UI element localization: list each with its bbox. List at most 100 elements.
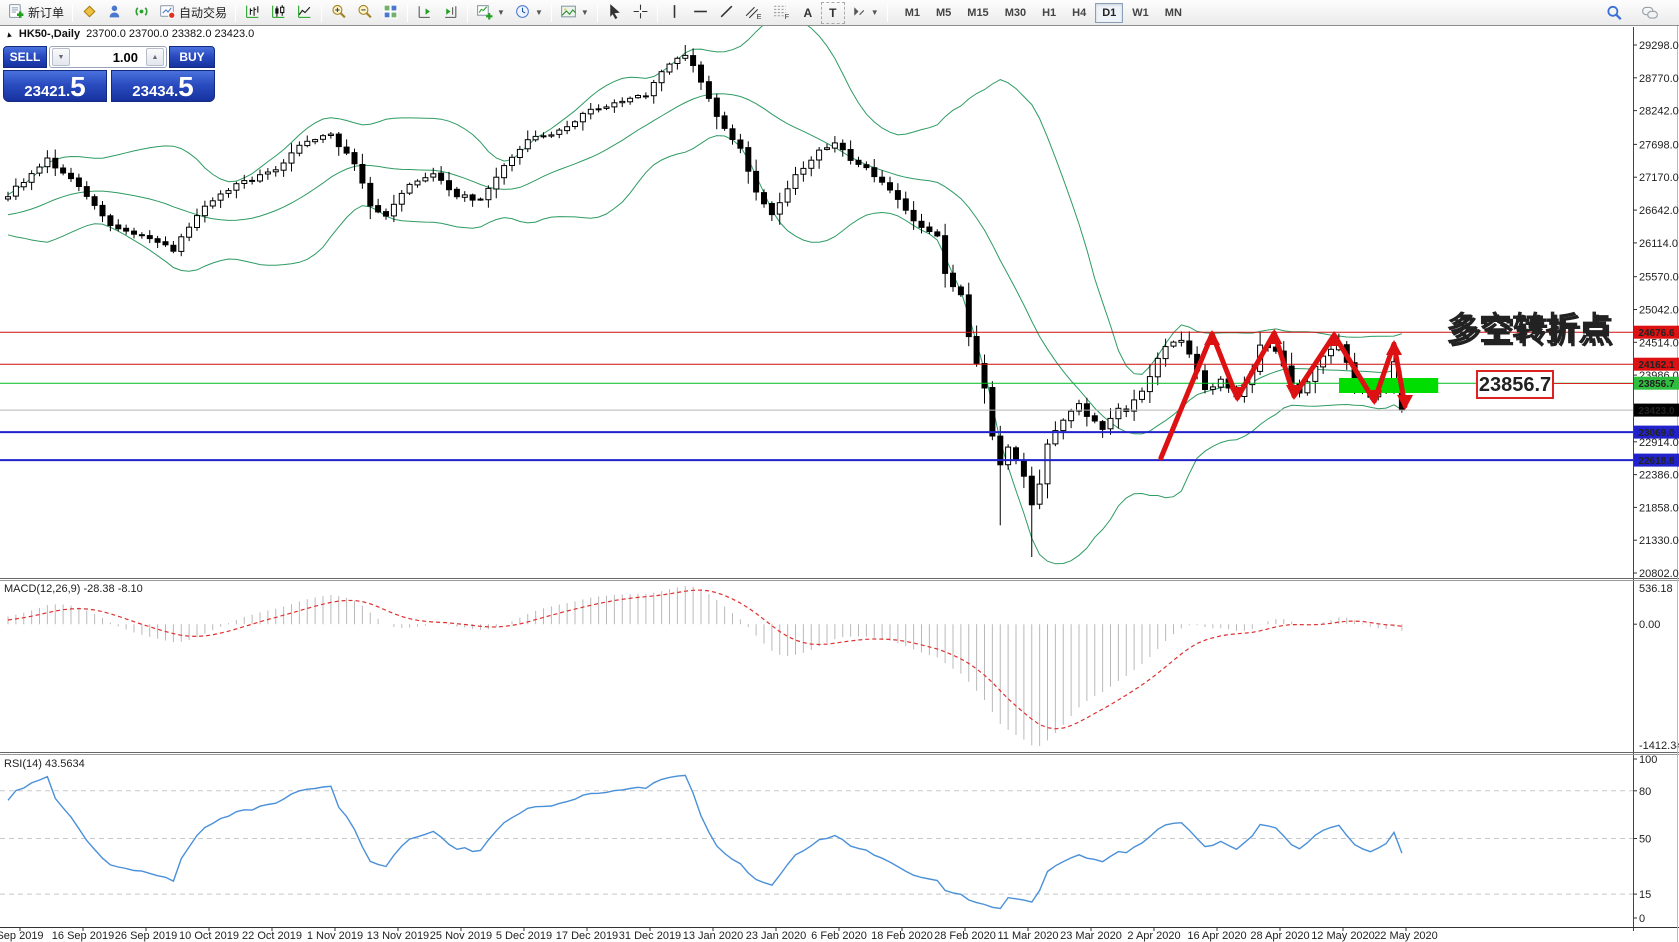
candle-body xyxy=(422,177,429,182)
sell-price-button[interactable]: 23421. 5 xyxy=(3,70,107,102)
cursor-button[interactable] xyxy=(602,2,627,24)
template-button[interactable]: ▼ xyxy=(556,2,593,24)
cursor-arrow-icon xyxy=(606,3,623,23)
candle-body xyxy=(233,183,240,191)
auto-scroll-button[interactable] xyxy=(412,2,437,24)
rsi-scale-15: 15 xyxy=(1639,889,1651,901)
turning-point-text[interactable]: 多空转折点 xyxy=(1446,310,1611,347)
candle-body xyxy=(1328,348,1334,357)
timeframe-button-MN[interactable]: MN xyxy=(1158,3,1189,23)
arrows-tool-button[interactable]: ▼ xyxy=(846,2,883,24)
signal-icon xyxy=(133,3,150,23)
date-tick: 23 Mar 2020 xyxy=(1060,930,1122,942)
timeframe-button-H4[interactable]: H4 xyxy=(1065,3,1093,23)
candle-body xyxy=(957,286,964,296)
buy-price-button[interactable]: 23434. 5 xyxy=(111,70,215,102)
label-button[interactable]: T xyxy=(820,1,845,24)
candle-body xyxy=(1162,346,1169,360)
candle-body xyxy=(335,133,342,148)
chart-shift-button[interactable] xyxy=(438,2,463,24)
timeframe-button-M5[interactable]: M5 xyxy=(929,3,958,23)
sell-button[interactable]: SELL xyxy=(3,46,47,68)
timeframe-button-M1[interactable]: M1 xyxy=(898,3,927,23)
zoom-out-button[interactable] xyxy=(352,2,377,24)
candle-body xyxy=(855,159,862,165)
chat-icon[interactable] xyxy=(1637,2,1663,24)
new-order-icon xyxy=(8,3,25,23)
date-tick: 26 Sep 2019 xyxy=(115,930,177,942)
equidistant-channel-button[interactable]: E xyxy=(740,2,767,24)
candle-body xyxy=(1139,390,1145,400)
timeframe-button-W1[interactable]: W1 xyxy=(1125,3,1156,23)
candle-body xyxy=(1202,370,1208,390)
price-tick-28242.0: 28242.0 xyxy=(1639,106,1679,118)
timeframe-button-D1[interactable]: D1 xyxy=(1095,2,1124,23)
candle-body xyxy=(816,149,823,161)
price-tick-22386.0: 22386.0 xyxy=(1639,470,1679,482)
candle-body xyxy=(745,147,752,172)
candle-body xyxy=(280,162,287,171)
svg-text:23856.7: 23856.7 xyxy=(1638,379,1675,390)
date-tick: 25 Nov 2019 xyxy=(430,930,492,942)
market-watch-button[interactable] xyxy=(103,2,128,24)
timeframe-button-H1[interactable]: H1 xyxy=(1035,3,1063,23)
vertical-line-button[interactable] xyxy=(662,2,687,24)
date-tick: 16 Apr 2020 xyxy=(1187,930,1246,942)
new-order-button[interactable]: 新订单 xyxy=(4,2,68,24)
horizontal-line-button[interactable] xyxy=(688,2,713,24)
drawing-objects[interactable] xyxy=(1158,328,1439,461)
timeframe-button-M15[interactable]: M15 xyxy=(960,3,995,23)
candle-body xyxy=(705,81,712,99)
dropdown-caret-icon: ▼ xyxy=(580,8,589,17)
candle-body xyxy=(485,187,492,201)
candle-body xyxy=(690,55,697,66)
candle-body xyxy=(194,215,200,229)
toolbar-separator xyxy=(407,3,409,22)
candle-body xyxy=(257,174,263,182)
price-tick-26642.0: 26642.0 xyxy=(1639,205,1679,217)
candlestick-series xyxy=(5,45,1405,557)
buy-button[interactable]: BUY xyxy=(169,46,215,68)
candle-body xyxy=(296,144,303,154)
price-tick-24514.0: 24514.0 xyxy=(1639,337,1679,349)
price-flag-box[interactable] xyxy=(1476,370,1554,399)
zoom-in-button[interactable] xyxy=(326,2,351,24)
text-button[interactable]: A xyxy=(796,2,820,24)
candle-body xyxy=(383,211,389,217)
volume-increase-button[interactable]: ▲ xyxy=(146,48,164,66)
arrowhead-down xyxy=(1397,395,1414,411)
rsi-line xyxy=(7,774,1403,910)
zoom-in-icon xyxy=(330,3,347,23)
fibonacci-button[interactable]: F xyxy=(768,2,795,24)
candle-body xyxy=(768,203,775,216)
turning-point-text-shadow: 多空转折点 xyxy=(1449,313,1614,350)
template-icon xyxy=(560,3,577,23)
date-tick: 13 Nov 2019 xyxy=(367,930,429,942)
indicators-button[interactable] xyxy=(77,2,102,24)
trendline-button[interactable] xyxy=(714,2,739,24)
candle-body xyxy=(509,156,515,167)
signals-button[interactable] xyxy=(129,2,154,24)
timeframe-button-M30[interactable]: M30 xyxy=(998,3,1033,23)
support-zone-box[interactable] xyxy=(1339,378,1439,393)
candle-body xyxy=(658,71,665,84)
arrowhead-up xyxy=(1204,329,1221,345)
candle-body xyxy=(446,180,452,191)
candle-body xyxy=(501,165,508,179)
period-button[interactable]: ▼ xyxy=(510,2,547,24)
add-indicator-button[interactable]: ▼ xyxy=(472,2,509,24)
candle-body xyxy=(1115,407,1122,420)
price-tick-21330.0: 21330.0 xyxy=(1639,535,1679,547)
candle-chart-button[interactable] xyxy=(266,2,291,24)
line-chart-button[interactable] xyxy=(292,2,317,24)
date-tick: 16 Sep 2019 xyxy=(52,930,114,942)
search-icon[interactable] xyxy=(1601,2,1627,24)
bar-chart-button[interactable] xyxy=(240,2,265,24)
volume-decrease-button[interactable]: ▼ xyxy=(52,48,70,66)
auto-trading-button[interactable]: 自动交易 xyxy=(155,2,231,24)
crosshair-button[interactable] xyxy=(628,2,653,24)
volume-value[interactable]: 1.00 xyxy=(112,49,138,65)
tile-windows-button[interactable] xyxy=(378,2,403,24)
candle-body xyxy=(414,180,421,186)
